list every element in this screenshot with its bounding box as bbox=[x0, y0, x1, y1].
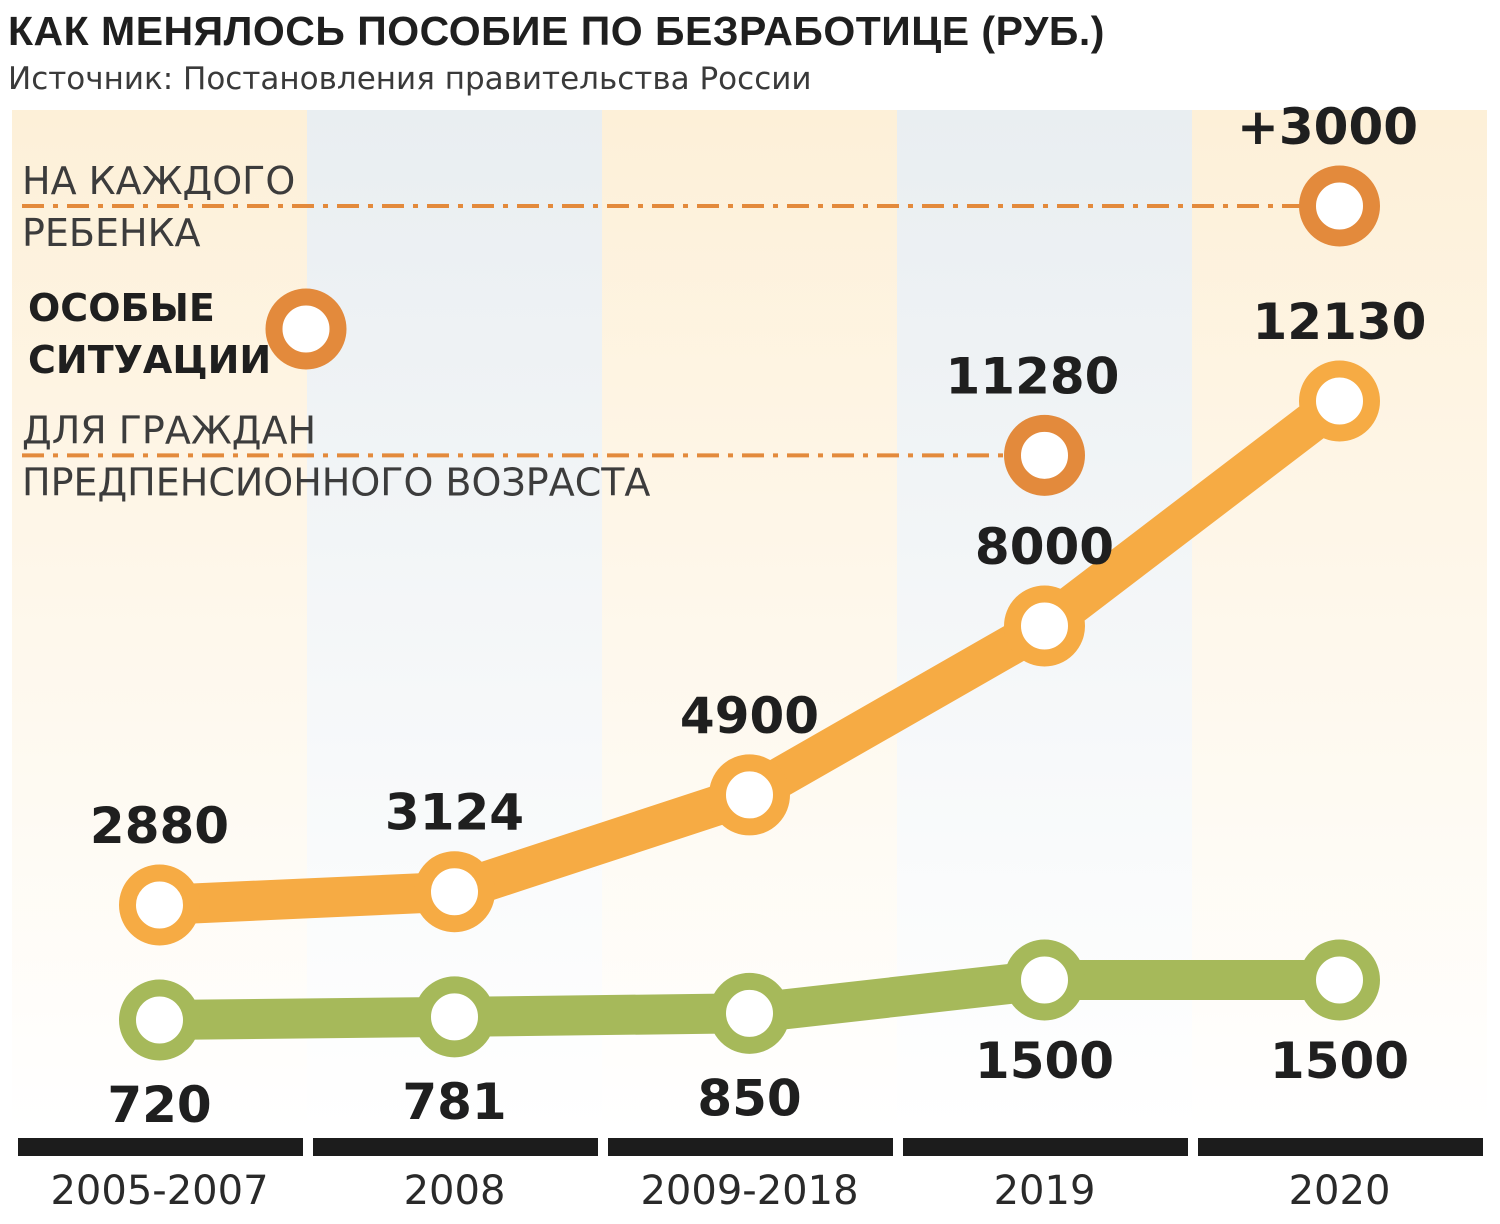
category-label: 2020 bbox=[1289, 1168, 1391, 1214]
data-point bbox=[1004, 939, 1085, 1021]
legend-label-line1: ОСОБЫЕ bbox=[28, 286, 215, 330]
data-label: 720 bbox=[107, 1076, 211, 1134]
data-label: 3124 bbox=[385, 784, 524, 842]
data-label: 1500 bbox=[975, 1032, 1114, 1090]
category-labels: 2005-2007 2008 2009-2018 2019 2020 bbox=[50, 1168, 1390, 1214]
data-point bbox=[709, 972, 790, 1054]
axis-bar-1 bbox=[313, 1138, 598, 1156]
data-label: 8000 bbox=[975, 518, 1114, 576]
legend-label-line2: СИТУАЦИИ bbox=[28, 338, 271, 382]
band-0 bbox=[12, 110, 307, 1130]
special-note-line2: ПРЕДПЕНСИОННОГО ВОЗРАСТА bbox=[22, 460, 650, 504]
data-label: 2880 bbox=[90, 797, 229, 855]
data-point bbox=[414, 976, 495, 1058]
data-point bbox=[119, 864, 200, 946]
axis-bar-4 bbox=[1198, 1138, 1483, 1156]
category-label: 2009-2018 bbox=[640, 1168, 858, 1214]
data-label: 781 bbox=[402, 1073, 506, 1131]
band-2 bbox=[602, 110, 897, 1130]
data-point bbox=[1004, 585, 1085, 667]
chart-title: КАК МЕНЯЛОСЬ ПОСОБИЕ ПО БЕЗРАБОТИЦЕ (РУБ… bbox=[8, 8, 1105, 54]
special-point bbox=[1004, 414, 1085, 496]
chart-source: Источник: Постановления правительства Ро… bbox=[8, 61, 812, 97]
category-label: 2008 bbox=[404, 1168, 506, 1214]
axis-bar-3 bbox=[903, 1138, 1188, 1156]
special-note-line2: РЕБЕНКА bbox=[22, 211, 201, 255]
axis-bar-0 bbox=[18, 1138, 303, 1156]
special-point bbox=[1299, 165, 1380, 247]
category-axis bbox=[18, 1138, 1483, 1156]
category-label: 2019 bbox=[994, 1168, 1096, 1214]
category-label: 2005-2007 bbox=[50, 1168, 268, 1214]
data-label: 4900 bbox=[680, 687, 819, 745]
special-note-line1: НА КАЖДОГО bbox=[22, 159, 295, 203]
data-label: 1500 bbox=[1270, 1032, 1409, 1090]
band-1 bbox=[307, 110, 602, 1130]
axis-bar-2 bbox=[608, 1138, 893, 1156]
special-notes: ДЛЯ ГРАЖДАН ПРЕДПЕНСИОННОГО ВОЗРАСТА НА КА… bbox=[22, 159, 1300, 504]
data-label: 850 bbox=[697, 1069, 801, 1127]
series-markers bbox=[119, 165, 1380, 1061]
data-label: 12130 bbox=[1253, 293, 1427, 351]
data-point bbox=[119, 979, 200, 1061]
legend-marker bbox=[265, 288, 347, 370]
special-note-line1: ДЛЯ ГРАЖДАН bbox=[22, 408, 316, 452]
data-point bbox=[414, 851, 495, 933]
special-label: +3000 bbox=[1237, 98, 1418, 156]
special-legend: ОСОБЫЕ СИТУАЦИИ bbox=[28, 286, 347, 382]
data-point bbox=[1299, 360, 1380, 442]
data-point bbox=[1299, 939, 1380, 1021]
data-point bbox=[709, 754, 790, 836]
special-label: 11280 bbox=[946, 347, 1120, 405]
data-labels: 2880 3124 4900 8000 12130 720 781 850 1500 1500 11… bbox=[90, 98, 1427, 1134]
